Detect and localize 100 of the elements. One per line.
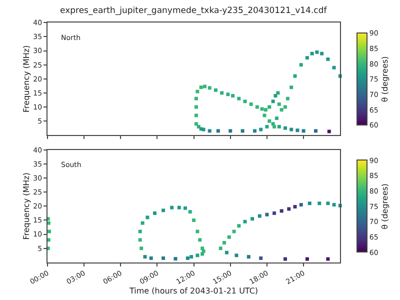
point <box>280 108 284 112</box>
point <box>265 124 269 128</box>
point <box>310 52 314 56</box>
point <box>220 91 224 95</box>
point <box>246 255 250 259</box>
y-axis-title: Frequency (MHz) <box>22 45 31 113</box>
chart-title: expres_earth_jupiter_ganymede_txka-y235_20430121_v14.cdf <box>60 6 328 16</box>
point <box>274 94 278 98</box>
point <box>318 202 322 206</box>
point <box>271 100 275 104</box>
point <box>243 100 247 104</box>
point <box>231 94 235 98</box>
point <box>162 256 166 260</box>
point <box>327 130 331 134</box>
y-axis-title: Frequency (MHz) <box>22 172 31 240</box>
point <box>287 207 291 211</box>
point <box>283 257 287 261</box>
point <box>200 252 204 256</box>
point <box>237 96 241 100</box>
point <box>190 255 194 259</box>
point <box>138 238 142 242</box>
point <box>253 129 257 133</box>
point <box>332 66 336 70</box>
point <box>268 119 272 123</box>
point <box>264 108 268 112</box>
point <box>259 256 263 260</box>
point <box>268 105 272 109</box>
point <box>271 122 275 126</box>
point <box>196 230 200 234</box>
point <box>188 210 192 214</box>
point <box>226 92 230 96</box>
point <box>305 257 309 261</box>
point <box>143 255 147 259</box>
point <box>153 211 157 215</box>
color-bar-title: θ (degrees) <box>380 183 390 230</box>
point <box>265 212 269 216</box>
point <box>198 238 202 242</box>
point <box>280 209 284 213</box>
point <box>293 74 297 78</box>
point <box>186 256 190 260</box>
point <box>200 246 204 250</box>
point <box>272 124 276 128</box>
point <box>320 52 324 56</box>
point <box>326 202 330 206</box>
point <box>277 124 281 128</box>
point <box>234 254 238 258</box>
point <box>314 129 318 133</box>
point <box>196 254 200 258</box>
point <box>293 204 297 208</box>
point <box>262 114 266 118</box>
point <box>146 216 150 220</box>
point <box>138 230 142 234</box>
point <box>305 56 309 60</box>
point <box>194 122 198 126</box>
point <box>274 116 278 120</box>
point <box>308 202 312 206</box>
point <box>222 240 226 244</box>
point <box>258 214 262 218</box>
point <box>149 256 153 260</box>
point <box>315 50 319 54</box>
point <box>174 257 178 260</box>
point <box>259 128 263 132</box>
point <box>199 86 203 90</box>
point <box>140 221 144 225</box>
point <box>296 128 300 132</box>
point <box>183 206 187 210</box>
point <box>203 84 207 88</box>
point <box>302 129 306 133</box>
point <box>243 220 247 224</box>
point <box>196 90 200 94</box>
point <box>332 203 336 207</box>
point <box>194 114 198 118</box>
point <box>255 105 259 109</box>
point <box>216 129 220 133</box>
point <box>283 126 287 130</box>
point <box>326 257 330 261</box>
point <box>237 224 241 228</box>
point <box>228 129 232 133</box>
color-bar-title: θ (degrees) <box>380 56 390 102</box>
point <box>140 246 144 250</box>
x-axis-title: Time (hours of 2043-01-21 UTC) <box>128 286 258 296</box>
point <box>227 235 231 239</box>
point <box>214 88 218 92</box>
point <box>192 218 196 222</box>
point <box>276 91 280 95</box>
point <box>260 107 264 111</box>
point <box>208 129 212 133</box>
point <box>218 246 222 250</box>
point <box>299 203 303 207</box>
point <box>240 129 244 133</box>
point <box>299 63 303 67</box>
point <box>286 96 290 100</box>
point <box>48 230 52 234</box>
point <box>250 217 254 221</box>
point <box>177 206 181 210</box>
point <box>194 105 198 109</box>
point <box>290 128 294 132</box>
point <box>232 230 236 234</box>
point <box>283 105 287 109</box>
point <box>202 128 206 132</box>
